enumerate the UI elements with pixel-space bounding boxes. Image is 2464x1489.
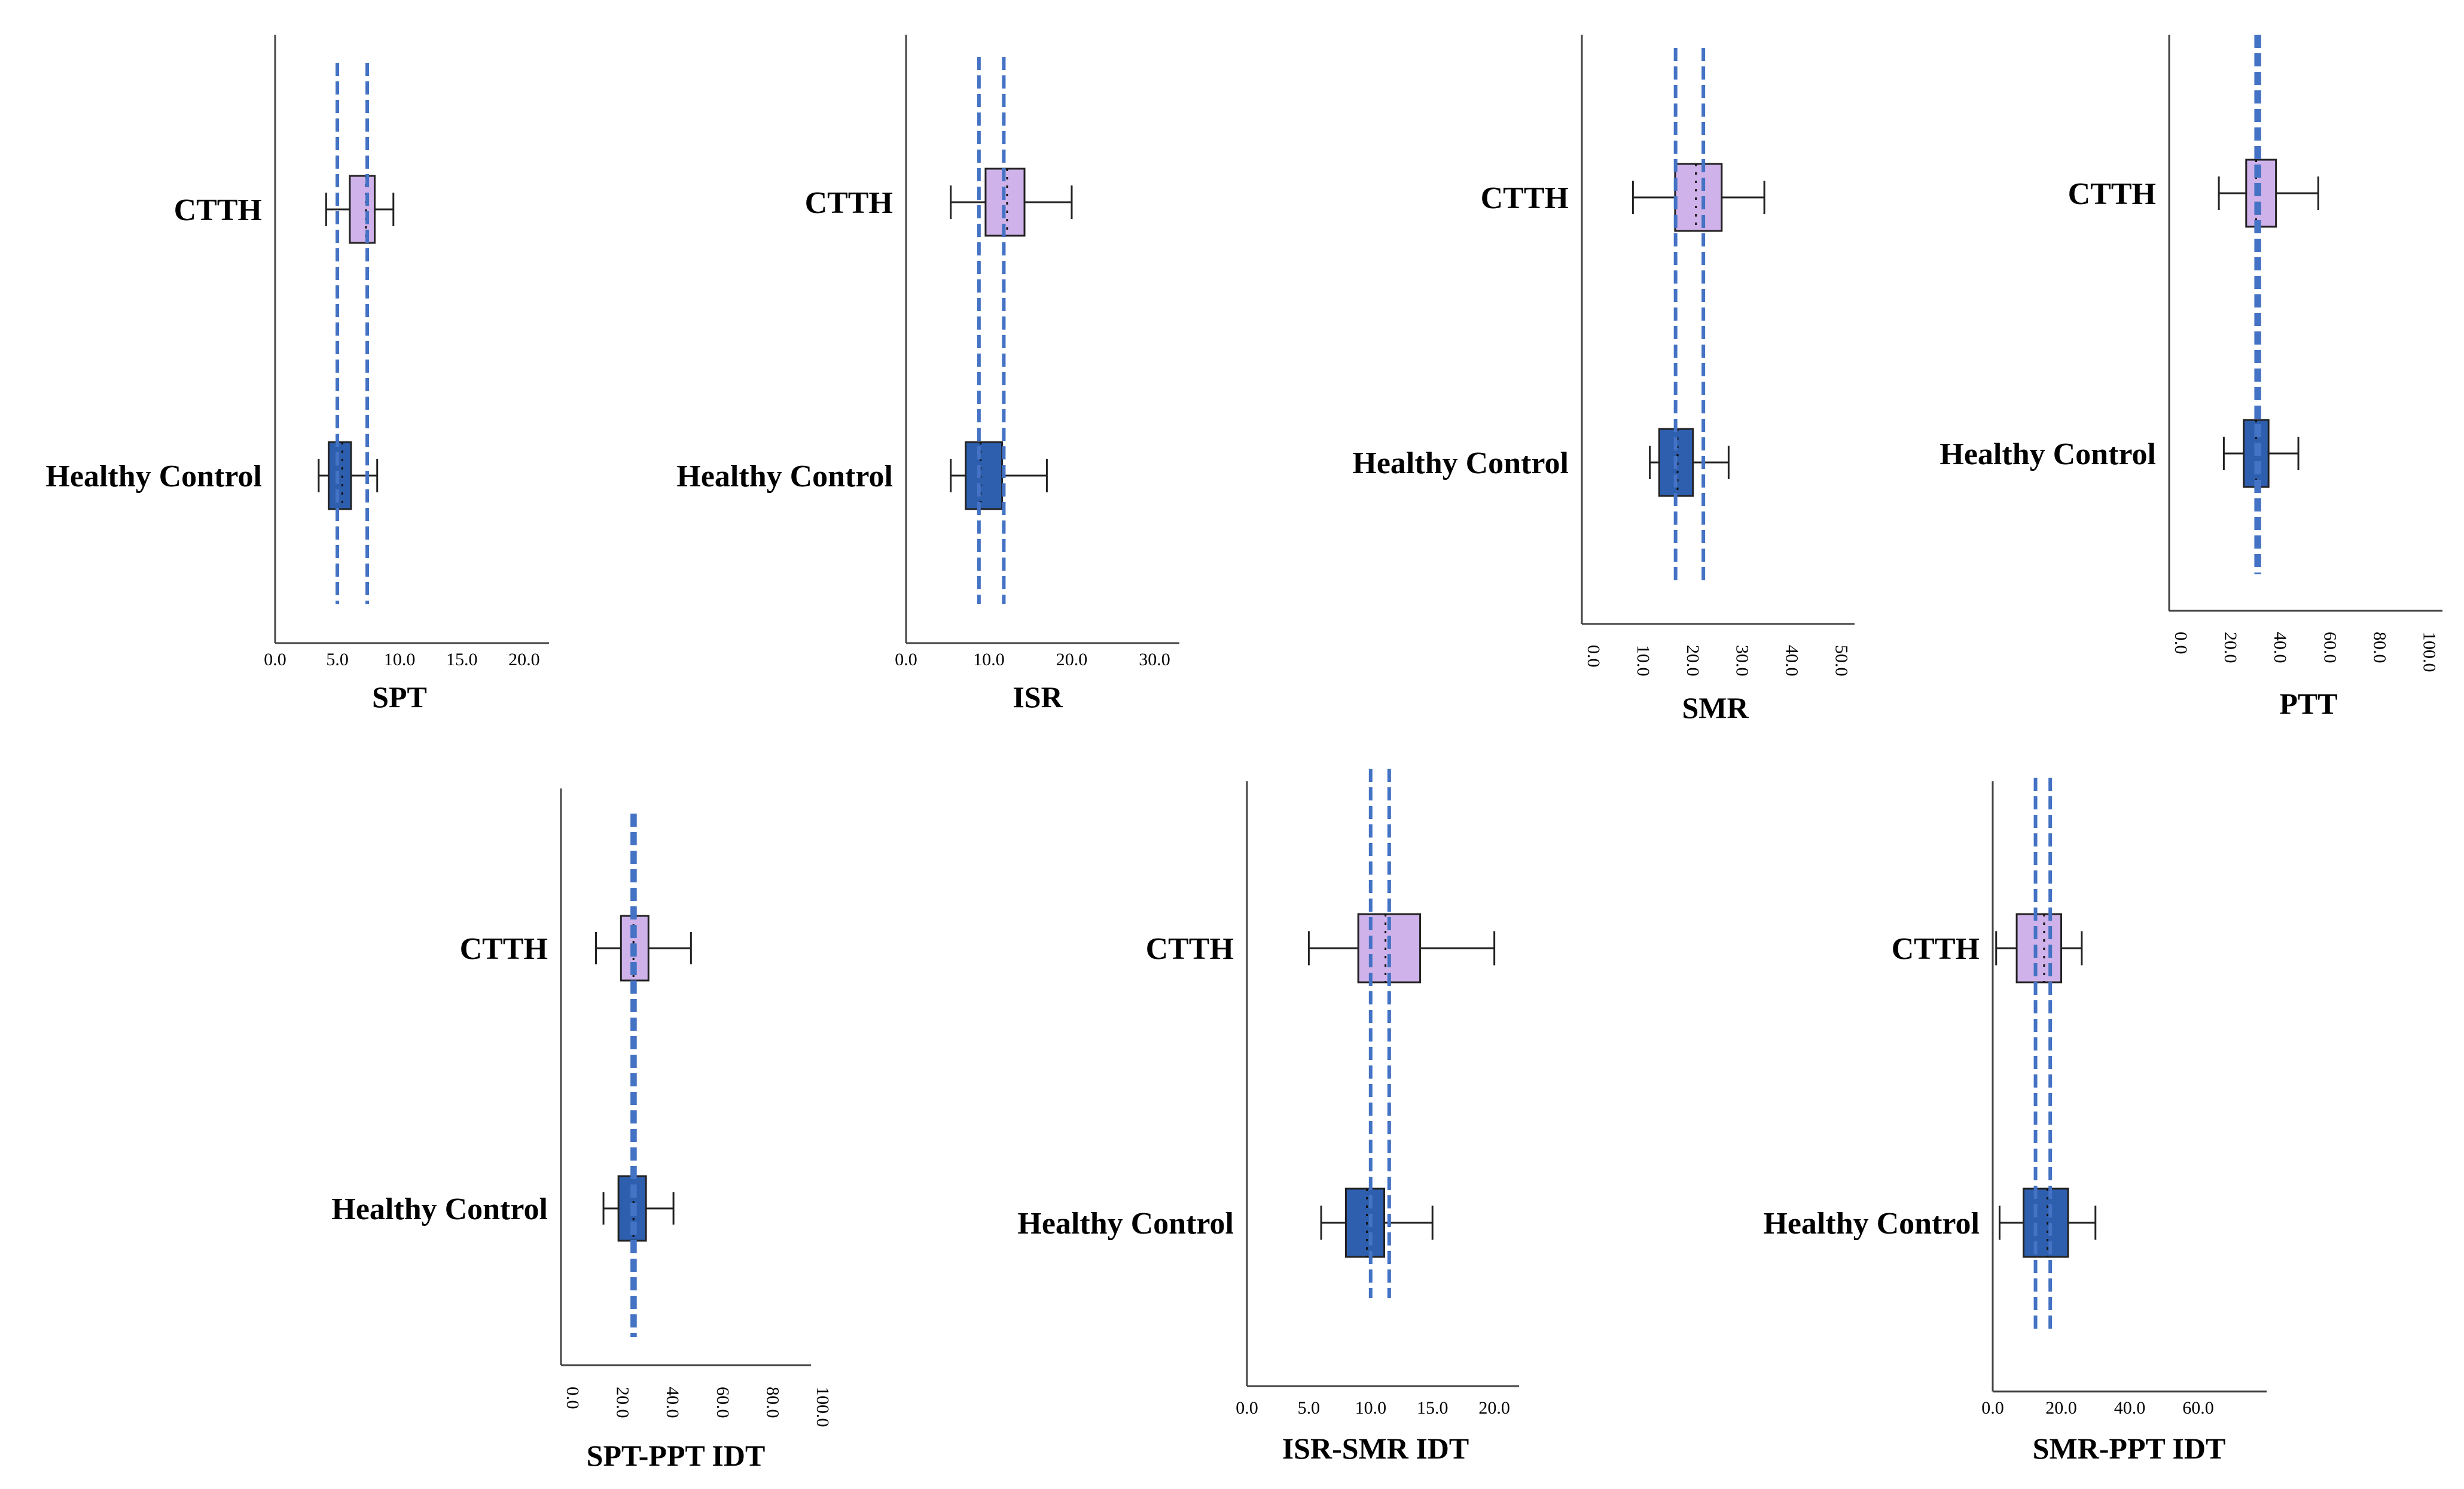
x-tick-label: 0.0 bbox=[2171, 632, 2191, 654]
x-axis-title: SMR bbox=[1682, 691, 1749, 724]
panel-spt: 0.0 5.0 10.0 15.0 20.0 SPT CTTH Healthy Control bbox=[45, 35, 549, 714]
x-tick-label: 100.0 bbox=[2419, 632, 2439, 672]
x-tick-label: 50.0 bbox=[1832, 645, 1852, 677]
category-label-ctth: CTTH bbox=[460, 932, 548, 966]
x-tick-label: 40.0 bbox=[1782, 645, 1802, 677]
x-axis-title: PTT bbox=[2279, 687, 2337, 720]
x-tick-label: 20.0 bbox=[508, 650, 540, 669]
x-tick-label: 10.0 bbox=[1633, 645, 1653, 677]
panel-spt-ppt-idt: 0.0 20.0 40.0 60.0 80.0 100.0 SPT-PPT IDT CTTH H… bbox=[331, 788, 832, 1472]
x-tick-label: 20.0 bbox=[1056, 650, 1088, 669]
x-tick-label: 0.0 bbox=[264, 650, 286, 669]
x-tick-label: 40.0 bbox=[2114, 1398, 2146, 1418]
box-healthy-control bbox=[2023, 1187, 2069, 1258]
x-tick-label: 10.0 bbox=[1355, 1398, 1387, 1418]
x-tick-label: 10.0 bbox=[973, 650, 1005, 669]
x-tick-label: 15.0 bbox=[446, 650, 478, 669]
category-label-ctth: CTTH bbox=[2068, 177, 2156, 211]
x-tick-label: 80.0 bbox=[763, 1387, 782, 1418]
x-tick-label: 5.0 bbox=[326, 650, 349, 669]
category-label-healthy-control: Healthy Control bbox=[1017, 1207, 1234, 1241]
category-label-ctth: CTTH bbox=[1892, 932, 1980, 966]
panel-isr-smr-idt: 0.0 5.0 10.0 15.0 20.0 ISR-SMR IDT CTTH Healthy… bbox=[1017, 769, 1519, 1465]
x-tick-label: 15.0 bbox=[1417, 1398, 1448, 1418]
x-axis-title: ISR-SMR IDT bbox=[1282, 1432, 1469, 1465]
x-axis-title: SPT bbox=[372, 680, 427, 714]
panel-isr: 0.0 10.0 20.0 30.0 ISR CTTH Healthy Control bbox=[676, 35, 1179, 714]
category-label-healthy-control: Healthy Control bbox=[331, 1192, 548, 1226]
x-tick-label: 40.0 bbox=[2270, 632, 2290, 663]
x-tick-label: 30.0 bbox=[1139, 650, 1170, 669]
box-ctth bbox=[2015, 913, 2062, 983]
x-tick-label: 20.0 bbox=[1683, 645, 1703, 677]
x-tick-label: 40.0 bbox=[663, 1387, 682, 1418]
x-tick-label: 20.0 bbox=[613, 1387, 633, 1418]
x-tick-label: 20.0 bbox=[2045, 1398, 2077, 1418]
x-tick-label: 80.0 bbox=[2370, 632, 2389, 663]
panel-ptt: 0.0 20.0 40.0 60.0 80.0 100.0 PTT CTTH Healthy C… bbox=[1940, 35, 2442, 720]
x-tick-label: 30.0 bbox=[1733, 645, 1752, 677]
box-ctth bbox=[1674, 163, 1723, 232]
x-tick-label: 60.0 bbox=[2320, 632, 2340, 663]
category-label-ctth: CTTH bbox=[805, 186, 893, 220]
x-tick-label: 0.0 bbox=[1236, 1398, 1258, 1418]
panel-smr: 0.0 10.0 20.0 30.0 40.0 50.0 SMR CTTH Healthy Co… bbox=[1352, 35, 1855, 724]
category-label-healthy-control: Healthy Control bbox=[45, 459, 262, 494]
x-tick-label: 0.0 bbox=[1584, 645, 1603, 668]
category-label-healthy-control: Healthy Control bbox=[676, 459, 893, 494]
x-axis-title: SMR-PPT IDT bbox=[2033, 1432, 2226, 1465]
box-healthy-control bbox=[1344, 1187, 1386, 1258]
x-tick-label: 60.0 bbox=[2182, 1398, 2214, 1418]
x-tick-label: 20.0 bbox=[2221, 632, 2240, 663]
x-tick-label: 0.0 bbox=[563, 1387, 583, 1409]
box-healthy-control bbox=[965, 441, 1004, 510]
box-ctth bbox=[349, 175, 376, 244]
x-tick-label: 0.0 bbox=[1981, 1398, 2004, 1418]
x-tick-label: 60.0 bbox=[713, 1387, 733, 1418]
category-label-healthy-control: Healthy Control bbox=[1940, 437, 2156, 471]
category-label-healthy-control: Healthy Control bbox=[1763, 1207, 1980, 1241]
x-axis-title: SPT-PPT IDT bbox=[587, 1439, 766, 1472]
category-label-healthy-control: Healthy Control bbox=[1352, 446, 1569, 480]
category-label-ctth: CTTH bbox=[174, 193, 262, 227]
x-axis-title: ISR bbox=[1013, 680, 1063, 714]
x-tick-label: 0.0 bbox=[895, 650, 917, 669]
box-healthy-control bbox=[328, 441, 352, 510]
x-tick-label: 20.0 bbox=[1478, 1398, 1510, 1418]
x-tick-label: 10.0 bbox=[384, 650, 416, 669]
category-label-ctth: CTTH bbox=[1146, 932, 1234, 966]
category-label-ctth: CTTH bbox=[1481, 181, 1569, 215]
x-tick-label: 5.0 bbox=[1298, 1398, 1321, 1418]
panel-smr-ppt-idt: 0.0 20.0 40.0 60.0 SMR-PPT IDT CTTH Healthy Co… bbox=[1763, 778, 2267, 1465]
x-tick-label: 100.0 bbox=[813, 1387, 832, 1427]
